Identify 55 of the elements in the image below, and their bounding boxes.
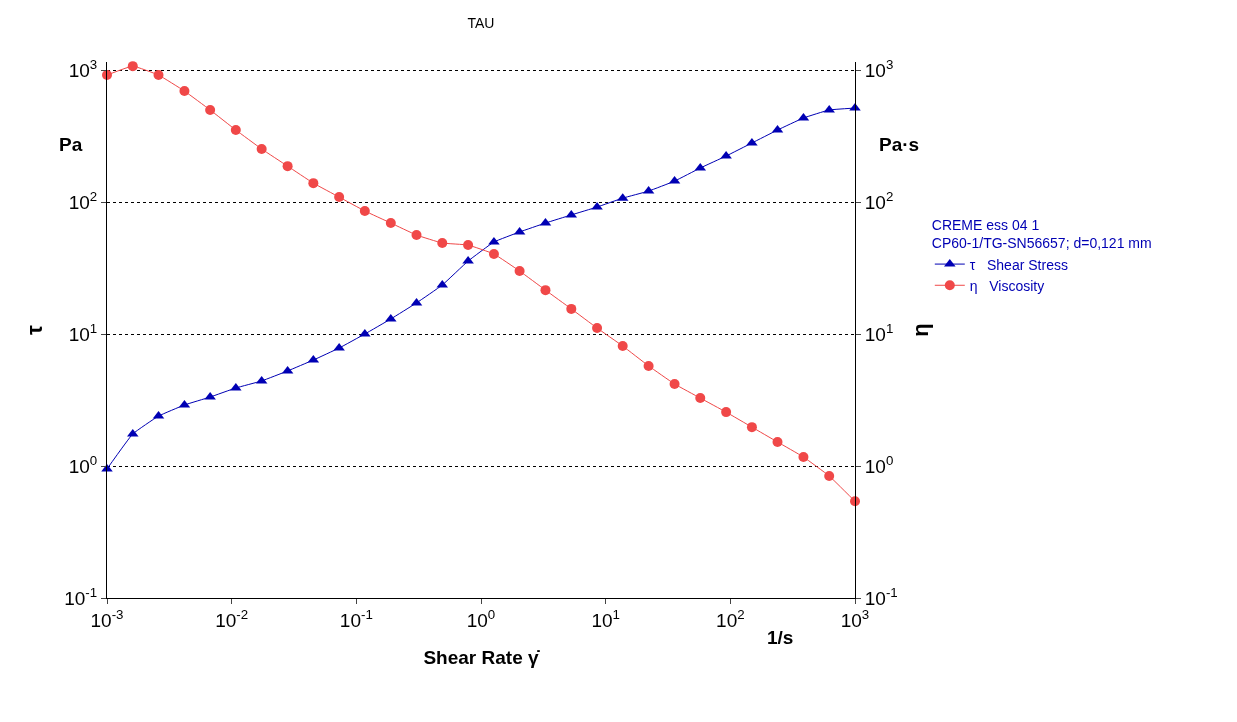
point bbox=[359, 205, 370, 216]
point bbox=[617, 341, 628, 352]
point bbox=[643, 360, 654, 371]
y2-axis-title: η bbox=[907, 323, 933, 337]
point bbox=[282, 161, 293, 172]
point bbox=[669, 379, 680, 390]
y-tick-label: 10$^{2}$ bbox=[68, 188, 98, 213]
y-tick-label: 10$^{-1}$ bbox=[64, 584, 98, 609]
point bbox=[540, 285, 551, 296]
text: 10$^{0}$ bbox=[864, 452, 894, 477]
text: 10$^{-1}$ bbox=[864, 584, 898, 609]
y-axis-title: τ bbox=[22, 324, 48, 335]
y-tick-label: 10$^{0}$ bbox=[68, 452, 98, 477]
point bbox=[566, 303, 577, 314]
point bbox=[824, 471, 835, 481]
legend-label: η Viscosity bbox=[969, 277, 1045, 294]
point bbox=[230, 125, 241, 136]
text: 1/s bbox=[767, 627, 794, 648]
point bbox=[514, 266, 525, 277]
point bbox=[127, 428, 139, 437]
chart-title: TAU bbox=[467, 14, 495, 31]
point bbox=[153, 70, 164, 81]
point bbox=[695, 393, 706, 404]
point bbox=[463, 240, 474, 251]
y-tick-label: 10$^{1}$ bbox=[68, 320, 98, 345]
x-tick-label: 10$^{1}$ bbox=[591, 606, 620, 631]
point bbox=[772, 437, 783, 447]
point bbox=[334, 192, 345, 203]
text: Pa bbox=[59, 134, 83, 155]
point bbox=[592, 323, 603, 334]
point bbox=[179, 86, 190, 97]
point bbox=[798, 452, 809, 462]
text: 10$^{3}$ bbox=[864, 56, 894, 81]
point bbox=[488, 248, 499, 259]
text: 10$^{2}$ bbox=[864, 188, 894, 213]
legend-label: τ Shear Stress bbox=[969, 256, 1068, 273]
point bbox=[256, 144, 267, 155]
y-tick-label: 10$^{3}$ bbox=[68, 56, 98, 81]
x-tick-label: 10$^{3}$ bbox=[840, 606, 870, 631]
point bbox=[385, 218, 396, 229]
x-tick-label: 10$^{-1}$ bbox=[339, 606, 373, 631]
x-tick-label: 10$^{2}$ bbox=[716, 606, 745, 631]
x-axis-title: Shear Rate γ̇ bbox=[423, 646, 541, 668]
point bbox=[127, 61, 138, 72]
point bbox=[746, 422, 757, 433]
point bbox=[437, 238, 448, 249]
point bbox=[721, 407, 732, 418]
x-tick-label: 10$^{-3}$ bbox=[90, 606, 124, 631]
point bbox=[205, 104, 216, 115]
x-tick-label: 10$^{0}$ bbox=[466, 606, 496, 631]
text: 10$^{1}$ bbox=[864, 320, 894, 345]
point bbox=[308, 178, 319, 189]
text: Pa·s bbox=[879, 134, 920, 155]
x-tick-label: 10$^{-2}$ bbox=[215, 606, 249, 631]
point bbox=[411, 230, 422, 241]
